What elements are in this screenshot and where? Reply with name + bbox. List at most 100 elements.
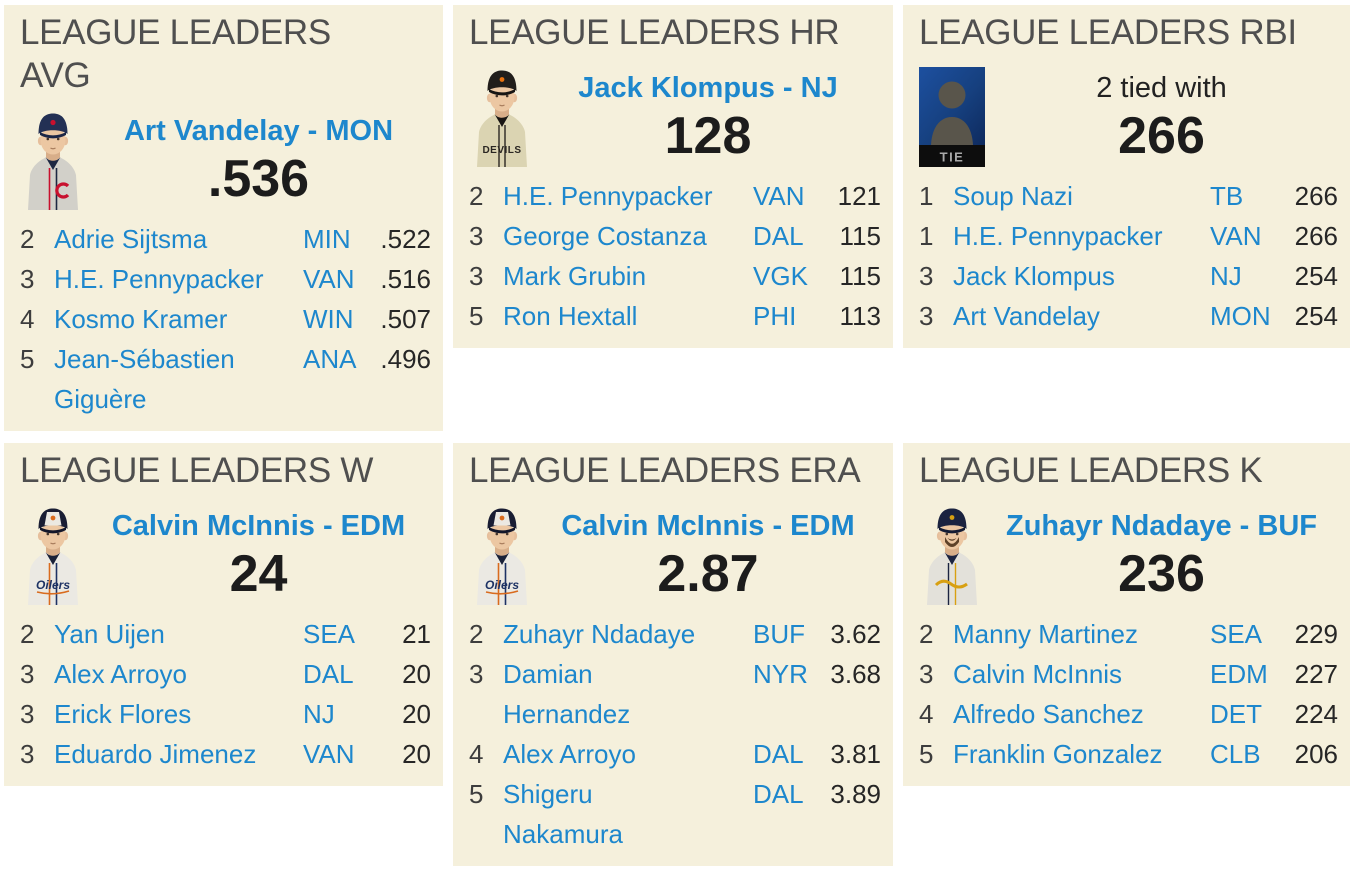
team-abbr-link[interactable]: VAN (303, 264, 355, 294)
leaders-list: 2 Adrie Sijtsma MIN .522 3 H.E. Pennypac… (20, 219, 431, 419)
team-abbr-link[interactable]: SEA (1210, 619, 1263, 649)
player-name-link[interactable]: George Costanza (503, 221, 707, 251)
player-name-link[interactable]: Adrie Sijtsma (54, 224, 208, 254)
leader-list-row: 3 Art Vandelay MON 254 (919, 296, 1338, 336)
panel-title: LEAGUE LEADERS AVG (20, 13, 331, 95)
player-name-link[interactable]: H.E. Pennypacker (953, 221, 1163, 251)
player-photo-buffalo-icon[interactable] (919, 505, 985, 605)
rank-number: 5 (469, 779, 484, 809)
player-name-link[interactable]: Mark Grubin (503, 261, 647, 291)
team-abbr-link[interactable]: DAL (753, 739, 804, 769)
team-abbr-link[interactable]: VAN (303, 739, 355, 769)
jersey-lettering: Oilers (485, 578, 519, 592)
rank-number: 3 (919, 261, 934, 291)
team-abbr-link[interactable]: VAN (753, 181, 805, 211)
player-name-link[interactable]: H.E. Pennypacker (503, 181, 713, 211)
player-name-link[interactable]: Kosmo Kramer (54, 304, 228, 334)
stat-value: 224 (1294, 699, 1338, 729)
leaders-list: 1 Soup Nazi TB 266 1 H.E. Pennypacker VA… (919, 176, 1338, 336)
rank-number: 2 (20, 619, 35, 649)
player-name-link[interactable]: Alfredo Sanchez (953, 699, 1144, 729)
leader-list-row: 5 Ron Hextall PHI 113 (469, 296, 881, 336)
stat-value: 3.89 (830, 779, 881, 809)
player-name-link[interactable]: Manny Martinez (953, 619, 1138, 649)
stat-value: 20 (402, 699, 431, 729)
player-name-link[interactable]: Yan Uijen (54, 619, 165, 649)
player-name-link[interactable]: Franklin Gonzalez (953, 739, 1163, 769)
leader-name-link[interactable]: Zuhayr Ndadaye - BUF (1006, 510, 1317, 542)
leader-name-link[interactable]: Jack Klompus - NJ (578, 72, 838, 104)
team-abbr-link[interactable]: VGK (753, 261, 808, 291)
stat-value: 3.68 (830, 659, 881, 689)
team-abbr-link[interactable]: DAL (753, 779, 804, 809)
player-name-link[interactable]: Damian Hernandez (503, 659, 631, 729)
team-abbr-link[interactable]: DAL (753, 221, 804, 251)
team-abbr-link[interactable]: VAN (1210, 221, 1262, 251)
rank-number: 3 (469, 659, 484, 689)
team-abbr-link[interactable]: BUF (753, 619, 805, 649)
stat-value: 3.81 (830, 739, 881, 769)
team-abbr-link[interactable]: EDM (1210, 659, 1268, 689)
leader-name-link[interactable]: Calvin McInnis - EDM (111, 510, 406, 542)
leader-stat-value: .536 (207, 150, 310, 208)
team-abbr-link[interactable]: SEA (303, 619, 356, 649)
player-photo-montreal-icon[interactable] (20, 110, 86, 210)
team-abbr-link[interactable]: MIN (303, 224, 351, 254)
team-abbr-link[interactable]: NJ (303, 699, 335, 729)
leader-list-row: 3 Alex Arroyo DAL 20 (20, 654, 431, 694)
player-name-link[interactable]: Calvin McInnis (953, 659, 1123, 689)
player-name-link[interactable]: Zuhayr Ndadaye (503, 619, 696, 649)
rank-number: 3 (469, 221, 484, 251)
player-name-link[interactable]: Art Vandelay (953, 301, 1100, 331)
player-name-link[interactable]: Eduardo Jimenez (54, 739, 257, 769)
team-abbr-link[interactable]: NYR (753, 659, 808, 689)
leader-stat-value: 2.87 (657, 545, 759, 603)
leader-list-row: 2 Yan Uijen SEA 21 (20, 614, 431, 654)
leader-tie-text: 2 tied with (1096, 72, 1227, 104)
leader-list-row: 3 Erick Flores NJ 20 (20, 694, 431, 734)
leader-list-row: 3 Calvin McInnis EDM 227 (919, 654, 1338, 694)
leader-list-row: 5 Jean-Sébastien Giguère ANA .496 (20, 339, 431, 419)
player-photo-oilers-icon[interactable]: Oilers (20, 505, 86, 605)
panel-title: LEAGUE LEADERS K (919, 451, 1263, 490)
team-abbr-link[interactable]: MON (1210, 301, 1271, 331)
team-abbr-link[interactable]: TB (1210, 181, 1244, 211)
stat-value: 266 (1294, 221, 1338, 251)
rank-number: 1 (919, 221, 934, 251)
player-photo-oilers-icon[interactable]: Oilers (469, 505, 535, 605)
team-abbr-link[interactable]: DET (1210, 699, 1262, 729)
leaders-list: 2 Zuhayr Ndadaye BUF 3.62 3 Damian Herna… (469, 614, 881, 854)
rank-number: 4 (919, 699, 934, 729)
player-name-link[interactable]: Erick Flores (54, 699, 192, 729)
leader-list-row: 4 Alex Arroyo DAL 3.81 (469, 734, 881, 774)
team-abbr-link[interactable]: WIN (303, 304, 354, 334)
stat-value: 266 (1294, 181, 1338, 211)
stat-value: 115 (839, 221, 881, 251)
player-name-link[interactable]: H.E. Pennypacker (54, 264, 264, 294)
stat-value: 254 (1294, 261, 1338, 291)
player-name-link[interactable]: Jack Klompus (953, 261, 1115, 291)
player-name-link[interactable]: Jean-Sébastien Giguère (54, 344, 235, 414)
stat-value: 21 (402, 619, 431, 649)
stat-value: .496 (380, 344, 431, 374)
leader-name-link[interactable]: Art Vandelay - MON (123, 115, 394, 147)
leader-list-row: 3 Damian Hernandez NYR 3.68 (469, 654, 881, 734)
player-photo-devils-icon[interactable]: DEVILS (469, 67, 535, 167)
team-abbr-link[interactable]: CLB (1210, 739, 1261, 769)
player-name-link[interactable]: Ron Hextall (503, 301, 638, 331)
leader-list-row: 2 Zuhayr Ndadaye BUF 3.62 (469, 614, 881, 654)
player-name-link[interactable]: Soup Nazi (953, 181, 1073, 211)
player-name-link[interactable]: Shigeru Nakamura (503, 779, 623, 849)
leader-name-link[interactable]: Calvin McInnis - EDM (561, 510, 855, 542)
tie-label: TIE (940, 150, 965, 165)
leader-list-row: 5 Franklin Gonzalez CLB 206 (919, 734, 1338, 774)
team-abbr-link[interactable]: NJ (1210, 261, 1242, 291)
leaders-list: 2 Manny Martinez SEA 229 3 Calvin McInni… (919, 614, 1338, 774)
player-name-link[interactable]: Alex Arroyo (503, 739, 636, 769)
leader-list-row: 2 H.E. Pennypacker VAN 121 (469, 176, 881, 216)
team-abbr-link[interactable]: DAL (303, 659, 354, 689)
player-name-link[interactable]: Alex Arroyo (54, 659, 187, 689)
team-abbr-link[interactable]: PHI (753, 301, 797, 331)
team-abbr-link[interactable]: ANA (303, 344, 357, 374)
